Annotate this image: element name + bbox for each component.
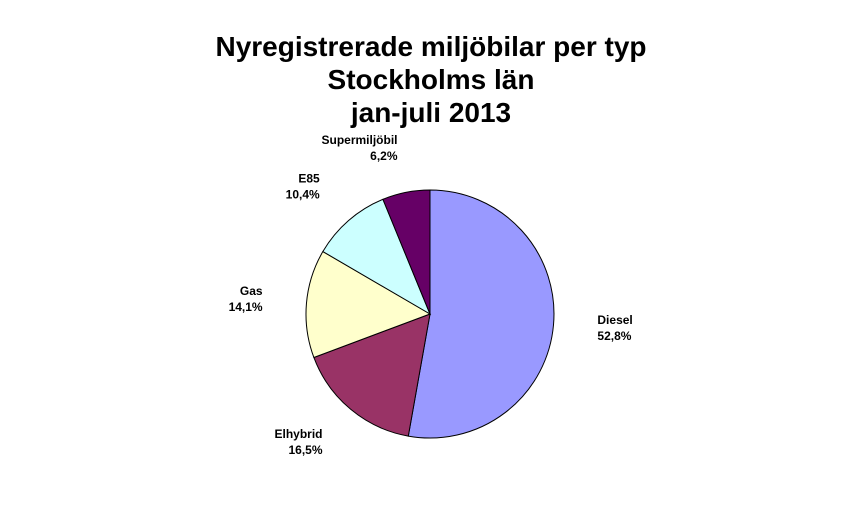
slice-label-name: Diesel [597,313,632,327]
pie-slice-elhybrid [313,313,431,437]
chart-title-line-3: jan-juli 2013 [350,97,512,128]
chart-title-line-2: Stockholms län [327,64,535,95]
slice-label-name: Gas [240,284,263,298]
pie-slice-gas [305,250,432,359]
slice-label-value: 16,5% [288,443,322,457]
pie-slices [305,189,555,439]
chart-title: Nyregistrerade miljöbilar per typ Stockh… [0,30,862,129]
slice-label-name: E85 [298,171,320,185]
slice-label-name: Elhybrid [274,427,322,441]
slice-label-e85: E85 10,4% [286,171,320,201]
slice-label-value: 52,8% [597,329,631,343]
pie-slice-e85 [322,198,432,316]
slice-label-value: 14,1% [229,300,263,314]
pie-labels: Diesel 52,8% Elhybrid 16,5% Gas 14,1% E85 10,4%… [229,133,633,457]
slice-label-value: 6,2% [370,149,398,163]
pie-slice-diesel [407,189,555,439]
pie-slice-supermiljobil [382,189,431,315]
slice-label-supermiljobil: Supermiljöbil 6,2% [321,133,397,163]
slice-label-value: 10,4% [286,187,320,201]
slice-label-name: Supermiljöbil [321,133,397,147]
slice-label-gas: Gas 14,1% [229,284,263,314]
slice-label-elhybrid: Elhybrid 16,5% [274,427,322,457]
chart-title-line-1: Nyregistrerade miljöbilar per typ [215,31,647,62]
slice-label-diesel: Diesel 52,8% [597,313,632,343]
